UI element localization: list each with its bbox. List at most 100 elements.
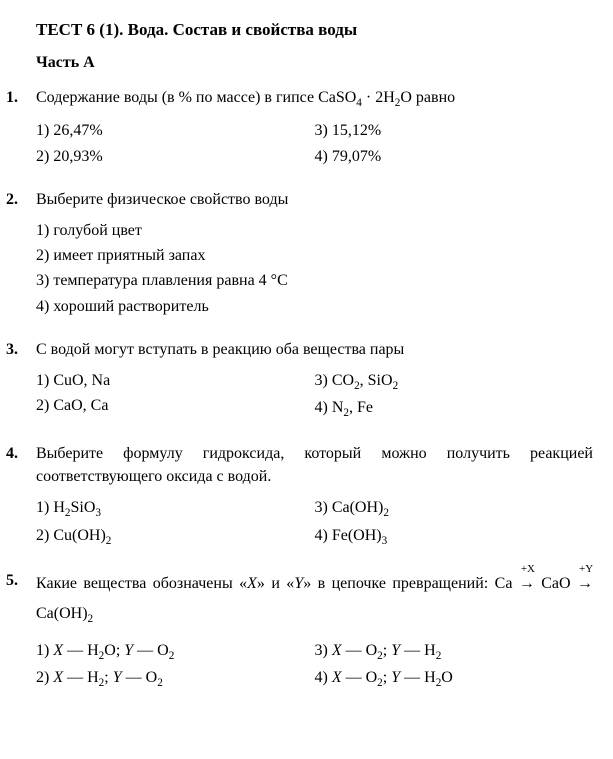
q1-stem-b: · 2H bbox=[362, 89, 395, 106]
test-title: ТЕСТ 6 (1). Вода. Состав и свойства воды bbox=[36, 20, 593, 40]
q3-opt3: 3) CO2, SiO2 bbox=[315, 369, 594, 394]
q2-options: 1) голубой цвет 2) имеет приятный запах … bbox=[36, 219, 593, 318]
q5-body: Какие вещества обозначены «X» и «Y» в це… bbox=[36, 569, 593, 694]
q2-body: Выберите физическое свойство воды 1) гол… bbox=[36, 188, 593, 320]
q4-o4: 4) Fe(OH) bbox=[315, 527, 382, 544]
q5-o1-X: X bbox=[53, 642, 63, 659]
q4-col-left: 1) H2SiO3 2) Cu(OH)2 bbox=[36, 496, 315, 551]
q1-col-right: 3) 15,12% 4) 79,07% bbox=[315, 119, 594, 169]
q5-o2b: — H bbox=[63, 669, 99, 686]
q5-o4a: 4) bbox=[315, 669, 332, 686]
q4-stem: Выберите формулу гидроксида, который мож… bbox=[36, 442, 593, 488]
q4-options: 1) H2SiO3 2) Cu(OH)2 3) Ca(OH)2 4) Fe(OH… bbox=[36, 496, 593, 551]
q3-body: С водой могут вступать в реакцию оба вещ… bbox=[36, 338, 593, 424]
q2-opt2: 2) имеет приятный запах bbox=[36, 244, 593, 267]
q5-o4d: — H bbox=[400, 669, 436, 686]
q5-o3-Y: Y bbox=[391, 642, 400, 659]
q3-opt1: 1) CuO, Na bbox=[36, 369, 315, 392]
q3-stem: С водой могут вступать в реакцию оба вещ… bbox=[36, 338, 593, 361]
q1-stem: Содержание воды (в % по массе) в гипсе C… bbox=[36, 86, 593, 111]
q4-o1a: 1) H bbox=[36, 499, 65, 516]
q5-o1a: 1) bbox=[36, 642, 53, 659]
q5-o2-X: X bbox=[53, 669, 63, 686]
q5-o4-Y: Y bbox=[391, 669, 400, 686]
q4-opt1: 1) H2SiO3 bbox=[36, 496, 315, 521]
q5-o3-X: X bbox=[332, 642, 342, 659]
arrow-y-label: +Y bbox=[579, 559, 593, 580]
q5-o2d: — O bbox=[122, 669, 158, 686]
q1-body: Содержание воды (в % по массе) в гипсе C… bbox=[36, 86, 593, 170]
q5-o3b: — O bbox=[342, 642, 378, 659]
q4-o3: 3) Ca(OH) bbox=[315, 499, 384, 516]
sub-2: 2 bbox=[88, 614, 94, 626]
arrow-x-label: +X bbox=[521, 559, 535, 580]
q3-o3b: , SiO bbox=[360, 372, 393, 389]
q2-number: 2. bbox=[6, 188, 36, 320]
sub-2: 2 bbox=[393, 380, 399, 392]
q3-opt4: 4) N2, Fe bbox=[315, 396, 594, 421]
q4-body: Выберите формулу гидроксида, который мож… bbox=[36, 442, 593, 551]
q5-opt2: 2) X — H2; Y — O2 bbox=[36, 666, 315, 691]
q5-col-left: 1) X — H2O; Y — O2 2) X — H2; Y — O2 bbox=[36, 639, 315, 694]
q3-col-left: 1) CuO, Na 2) CaO, Ca bbox=[36, 369, 315, 424]
q3-o4b: , Fe bbox=[349, 399, 373, 416]
q5-o4c: ; bbox=[383, 669, 391, 686]
q4-number: 4. bbox=[6, 442, 36, 551]
q5-stem: Какие вещества обозначены «X» и «Y» в це… bbox=[36, 569, 593, 631]
q4-opt3: 3) Ca(OH)2 bbox=[315, 496, 594, 521]
q5-o1-Y: Y bbox=[124, 642, 133, 659]
q5-opt4: 4) X — O2; Y — H2O bbox=[315, 666, 594, 691]
q5-stem-e: Ca(OH) bbox=[36, 605, 88, 622]
part-label: Часть А bbox=[36, 54, 593, 72]
sub-3: 3 bbox=[382, 535, 388, 547]
q5-options: 1) X — H2O; Y — O2 2) X — H2; Y — O2 3) … bbox=[36, 639, 593, 694]
sub-2: 2 bbox=[169, 650, 175, 662]
q5-stem-b: » и « bbox=[257, 575, 294, 592]
sub-2: 2 bbox=[436, 650, 442, 662]
q1-opt3: 3) 15,12% bbox=[315, 119, 594, 142]
q5-o3c: ; bbox=[383, 642, 391, 659]
q1-col-left: 1) 26,47% 2) 20,93% bbox=[36, 119, 315, 169]
q3-options: 1) CuO, Na 2) CaO, Ca 3) CO2, SiO2 4) N2… bbox=[36, 369, 593, 424]
q5-o1d: — O bbox=[133, 642, 169, 659]
q5-number: 5. bbox=[6, 569, 36, 694]
q5-o4e: O bbox=[441, 669, 453, 686]
q1-stem-a: Содержание воды (в % по массе) в гипсе C… bbox=[36, 89, 356, 106]
q5-X: X bbox=[247, 575, 257, 592]
question-3: 3. С водой могут вступать в реакцию оба … bbox=[36, 338, 593, 424]
q1-stem-c: O равно bbox=[400, 89, 455, 106]
q5-col-right: 3) X — O2; Y — H2 4) X — O2; Y — H2O bbox=[315, 639, 594, 694]
q3-o4a: 4) N bbox=[315, 399, 344, 416]
q5-o1b: — H bbox=[63, 642, 99, 659]
sub-2: 2 bbox=[383, 507, 389, 519]
q4-o2: 2) Cu(OH) bbox=[36, 527, 106, 544]
q2-opt3: 3) температура плавления равна 4 °С bbox=[36, 269, 593, 292]
q4-col-right: 3) Ca(OH)2 4) Fe(OH)3 bbox=[315, 496, 594, 551]
q5-stem-a: Какие вещества обозначены « bbox=[36, 575, 247, 592]
q1-number: 1. bbox=[6, 86, 36, 170]
q2-stem: Выберите физическое свойство воды bbox=[36, 188, 593, 211]
q5-o1c: O; bbox=[104, 642, 124, 659]
q1-opt2: 2) 20,93% bbox=[36, 145, 315, 168]
q5-Y: Y bbox=[294, 575, 303, 592]
q5-opt3: 3) X — O2; Y — H2 bbox=[315, 639, 594, 664]
q4-opt4: 4) Fe(OH)3 bbox=[315, 524, 594, 549]
q5-o4-X: X bbox=[332, 669, 342, 686]
sub-2: 2 bbox=[106, 535, 112, 547]
q5-o2-Y: Y bbox=[113, 669, 122, 686]
q5-o3d: — H bbox=[400, 642, 436, 659]
arrow-y: +Y→ bbox=[577, 569, 593, 599]
q2-opt4: 4) хороший растворитель bbox=[36, 295, 593, 318]
q5-stem-d: CaO bbox=[535, 575, 577, 592]
q4-opt2: 2) Cu(OH)2 bbox=[36, 524, 315, 549]
question-2: 2. Выберите физическое свойство воды 1) … bbox=[36, 188, 593, 320]
q5-stem-c: » в цепочке превращений: Ca bbox=[303, 575, 519, 592]
q5-o2c: ; bbox=[104, 669, 112, 686]
q5-opt1: 1) X — H2O; Y — O2 bbox=[36, 639, 315, 664]
q5-o4b: — O bbox=[342, 669, 378, 686]
sub-2: 2 bbox=[157, 677, 163, 689]
q3-col-right: 3) CO2, SiO2 4) N2, Fe bbox=[315, 369, 594, 424]
q1-options: 1) 26,47% 2) 20,93% 3) 15,12% 4) 79,07% bbox=[36, 119, 593, 169]
sub-3: 3 bbox=[95, 507, 101, 519]
q4-o1b: SiO bbox=[70, 499, 95, 516]
